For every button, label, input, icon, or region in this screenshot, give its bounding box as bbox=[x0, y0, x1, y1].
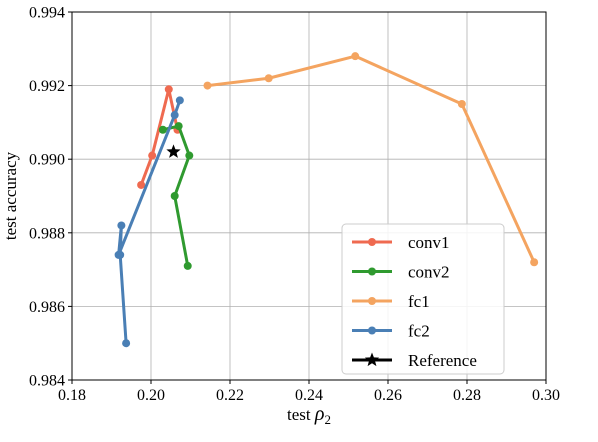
x-axis-label-subscript: 2 bbox=[324, 412, 331, 427]
data-point-fc1 bbox=[351, 52, 360, 61]
series-conv2 bbox=[158, 122, 194, 270]
data-point-conv2 bbox=[183, 261, 192, 270]
y-tick-label: 0.994 bbox=[29, 5, 65, 22]
y-tick-label: 0.988 bbox=[29, 225, 65, 242]
x-tick-label: 0.28 bbox=[453, 387, 481, 404]
legend-marker bbox=[368, 297, 376, 305]
y-tick-label: 0.990 bbox=[29, 152, 65, 169]
x-tick-label: 0.22 bbox=[216, 387, 244, 404]
series-fc1 bbox=[203, 52, 539, 267]
series-fc2 bbox=[114, 96, 184, 348]
data-point-fc2 bbox=[114, 250, 123, 259]
x-tick-label: 0.18 bbox=[58, 387, 86, 404]
y-tick-label: 0.992 bbox=[29, 78, 65, 95]
data-point-conv2 bbox=[174, 122, 183, 131]
data-point-fc2 bbox=[122, 339, 131, 348]
x-tick-label: 0.30 bbox=[532, 387, 560, 404]
x-axis-label-prefix: test bbox=[287, 405, 315, 424]
data-point-fc1 bbox=[203, 81, 212, 90]
data-point-conv2 bbox=[185, 151, 194, 160]
legend-label: fc1 bbox=[408, 292, 430, 311]
data-point-conv2 bbox=[170, 192, 179, 200]
data-point-fc1 bbox=[457, 100, 466, 108]
legend-marker-star bbox=[364, 352, 380, 367]
legend-box bbox=[341, 223, 505, 375]
y-tick-label: 0.984 bbox=[29, 373, 65, 390]
legend-item-reference: Reference bbox=[352, 351, 477, 370]
legend-item-fc1: fc1 bbox=[352, 292, 430, 311]
reference-marker bbox=[166, 144, 181, 158]
legend-item-fc2: fc2 bbox=[352, 322, 430, 341]
legend-label: conv2 bbox=[408, 263, 450, 282]
x-tick-label: 0.26 bbox=[374, 387, 402, 404]
legend-label: fc2 bbox=[408, 322, 430, 341]
y-tick-label: 0.986 bbox=[29, 299, 65, 316]
x-axis-label: test ρ2 bbox=[287, 403, 331, 427]
data-point-fc1 bbox=[264, 74, 273, 83]
data-point-conv1 bbox=[164, 85, 173, 94]
data-point-fc2 bbox=[117, 221, 126, 230]
y-axis-label: test accuracy bbox=[1, 151, 20, 240]
legend-marker bbox=[368, 326, 376, 335]
data-point-fc1 bbox=[530, 258, 539, 267]
x-tick-label: 0.24 bbox=[295, 387, 323, 404]
legend-item-conv2: conv2 bbox=[352, 263, 450, 282]
legend-marker bbox=[368, 267, 376, 276]
data-point-conv2 bbox=[158, 125, 167, 134]
ticks: 0.18 0.20 0.22 0.24 0.26 0.28 0.30 0.984 0.986 0.… bbox=[29, 5, 560, 405]
data-point-conv1 bbox=[148, 151, 157, 160]
legend-label: conv1 bbox=[408, 233, 450, 252]
series-layer bbox=[114, 52, 539, 348]
legend-marker bbox=[368, 238, 376, 246]
series-conv1 bbox=[137, 85, 182, 189]
legend: conv1 conv2 fc1 fc2 Reference bbox=[341, 223, 505, 375]
x-axis-label-symbol: ρ bbox=[314, 403, 325, 425]
data-point-fc2 bbox=[175, 96, 184, 105]
legend-label: Reference bbox=[408, 351, 477, 370]
data-point-fc2 bbox=[170, 111, 179, 120]
x-tick-label: 0.20 bbox=[137, 387, 165, 404]
legend-item-conv1: conv1 bbox=[352, 233, 450, 252]
data-point-conv1 bbox=[137, 180, 146, 189]
series-line-conv1 bbox=[139, 87, 179, 187]
